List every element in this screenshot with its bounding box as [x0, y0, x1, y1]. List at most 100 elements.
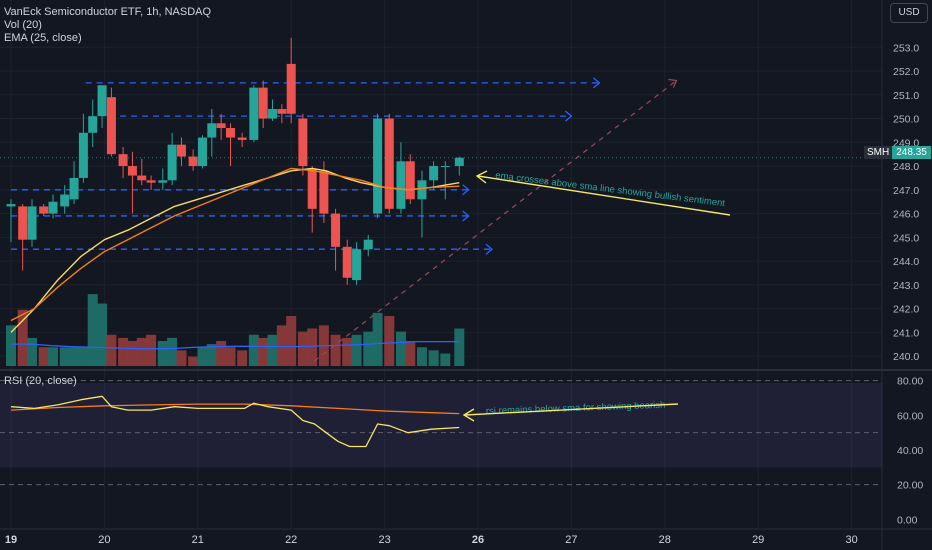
volume-bar — [206, 344, 217, 366]
price-axis-tick-label: 252.0 — [893, 66, 919, 78]
volume-bar — [454, 328, 465, 366]
volume-bar — [38, 347, 49, 366]
candle-body — [342, 246, 352, 278]
annotation-main-arrow — [477, 175, 731, 216]
volume-bar — [307, 328, 318, 366]
rsi-band-fill — [0, 383, 882, 468]
candle-body — [6, 204, 16, 207]
candle-body — [319, 170, 329, 214]
candle-body — [18, 206, 28, 240]
candle-body — [331, 213, 341, 247]
volume-bar — [97, 303, 108, 366]
candle-body — [396, 161, 406, 209]
sma-line — [10, 167, 460, 333]
volume-bar — [342, 337, 353, 366]
candle-body — [249, 87, 259, 140]
candle-body — [176, 144, 186, 157]
time-axis-tick-label: 27 — [565, 534, 577, 546]
price-axis-tick-label: 243.0 — [893, 280, 919, 292]
volume-bar — [176, 350, 187, 366]
rsi-axis-tick-label: 20.00 — [897, 480, 923, 492]
volume-ma-line — [11, 340, 460, 350]
candle-body — [373, 118, 383, 214]
candle-body — [27, 206, 37, 240]
price-axis-tick-label: 246.0 — [893, 209, 919, 221]
candle-body — [137, 175, 147, 181]
volume-bar — [405, 341, 416, 366]
candle-body — [352, 249, 362, 281]
candle-body — [78, 132, 88, 178]
annotation-rsi-arrowhead — [462, 408, 475, 422]
price-tag-value: 248.35 — [892, 146, 931, 159]
price-axis-tick-label: 248.0 — [893, 161, 919, 173]
candle-body — [440, 166, 450, 168]
last-price-tag: SMH 248.35 — [864, 146, 931, 159]
candle-body — [97, 85, 107, 117]
ema-indicator-label: EMA (25, close) — [4, 32, 82, 44]
volume-bar — [87, 294, 98, 366]
candle-body — [127, 166, 137, 176]
candle-body — [88, 116, 98, 133]
volume-bar — [351, 334, 362, 366]
volume-bar — [69, 347, 80, 366]
volume-bar — [146, 334, 157, 366]
volume-bar — [330, 334, 341, 366]
rsi-axis-tick-label: 0.00 — [897, 514, 918, 526]
rsi-line — [10, 395, 460, 448]
volume-bar — [440, 353, 451, 366]
dashed-level-arrowhead — [564, 110, 573, 122]
candle-body — [225, 128, 235, 138]
volume-bar — [27, 337, 38, 366]
time-axis-tick-label: 21 — [192, 534, 204, 546]
candle-body — [307, 168, 317, 209]
currency-button[interactable]: USD — [890, 3, 928, 23]
dashed-level-arrowhead — [593, 77, 601, 89]
candle-body — [417, 180, 427, 200]
annotation-main-arrowhead — [475, 170, 488, 184]
volume-bar — [188, 356, 199, 366]
time-axis-tick-label: 23 — [378, 534, 390, 546]
price-axis-tick-label: 253.0 — [893, 42, 919, 54]
time-axis-tick-label: 19 — [5, 534, 17, 546]
volume-bar — [136, 337, 147, 366]
candle-body — [268, 109, 278, 119]
candle-body — [106, 97, 116, 155]
candle-body — [167, 144, 177, 181]
volume-bar — [225, 347, 236, 366]
time-axis-tick-label: 20 — [98, 534, 110, 546]
price-axis-tick-label: 250.0 — [893, 114, 919, 126]
candle-body — [207, 123, 217, 138]
volume-bar — [286, 316, 297, 366]
volume-bar — [118, 337, 129, 366]
candle-body — [363, 239, 373, 250]
candle-body — [118, 154, 128, 167]
trend-line — [314, 80, 677, 362]
time-axis-tick-label: 22 — [285, 534, 297, 546]
volume-bar — [276, 325, 287, 366]
candle-body — [298, 118, 308, 167]
price-tag-symbol: SMH — [864, 146, 893, 159]
volume-bar — [59, 347, 70, 366]
volume-bar — [384, 316, 395, 366]
price-axis-tick-label: 240.0 — [893, 351, 919, 363]
candle-body — [277, 109, 287, 114]
vol-indicator-label: Vol (20) — [4, 19, 42, 31]
volume-bar — [395, 331, 406, 366]
candle-body — [258, 87, 268, 119]
volume-bar — [6, 325, 16, 366]
dashed-level-arrowhead — [485, 243, 494, 255]
time-axis-tick-label: 26 — [472, 534, 484, 546]
candle-body — [286, 63, 296, 114]
trend-line-arrowhead — [668, 78, 678, 88]
rsi-axis-tick-label: 80.00 — [897, 376, 923, 388]
dashed-level-arrowhead — [462, 184, 470, 196]
volume-bar — [237, 350, 248, 366]
volume-bar — [372, 312, 383, 366]
candle-body — [69, 177, 79, 200]
candle-body — [60, 194, 70, 207]
price-axis-tick-label: 242.0 — [893, 304, 919, 316]
volume-bar — [48, 347, 59, 366]
volume-bar — [106, 334, 117, 366]
